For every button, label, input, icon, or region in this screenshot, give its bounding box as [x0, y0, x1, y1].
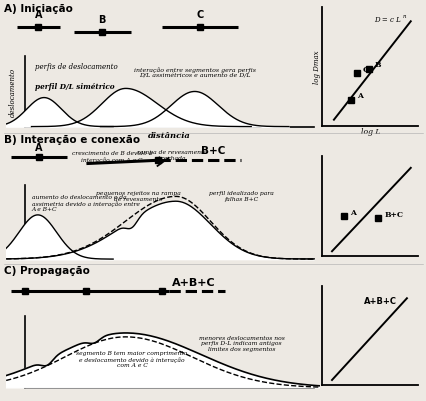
- Text: C) Propagação: C) Propagação: [4, 265, 90, 275]
- Text: A+B+C: A+B+C: [363, 297, 396, 306]
- Text: B+C: B+C: [200, 145, 225, 155]
- Text: rampa de revesamento
brechada: rampa de revesamento brechada: [136, 150, 206, 161]
- Text: segmento B tem maior comprimento
e deslocamento devido à interação
com A e C: segmento B tem maior comprimento e deslo…: [76, 350, 187, 367]
- Text: B+C: B+C: [384, 211, 403, 219]
- Text: menores deslocamentos nos
perfis D-L indicam antigos
limites dos segmentos: menores deslocamentos nos perfis D-L ind…: [199, 335, 284, 351]
- Text: perfil idealizado para
falhas B+C: perfil idealizado para falhas B+C: [209, 190, 273, 201]
- Text: B: B: [373, 61, 380, 69]
- Text: A: A: [349, 209, 355, 217]
- Text: interação entre segmentos gera perfis
D/L assimétricos e aumento de D/L: interação entre segmentos gera perfis D/…: [133, 67, 255, 79]
- Text: A) Iniciação: A) Iniciação: [4, 4, 73, 14]
- Text: perfis de deslocamento: perfis de deslocamento: [35, 63, 117, 71]
- Text: deslocamento: deslocamento: [9, 68, 17, 117]
- Text: n: n: [402, 14, 406, 19]
- Text: perfil D/L simétrico: perfil D/L simétrico: [35, 83, 114, 91]
- Text: A+B+C: A+B+C: [172, 277, 215, 287]
- Text: A: A: [35, 10, 42, 20]
- Y-axis label: log Dmax: log Dmax: [312, 51, 320, 84]
- Text: B: B: [98, 14, 106, 24]
- Text: A: A: [356, 92, 362, 100]
- Text: C: C: [196, 10, 203, 20]
- Text: B) Interação e conexão: B) Interação e conexão: [4, 135, 140, 145]
- X-axis label: log L: log L: [360, 128, 379, 136]
- Text: crescimento de B devido à
interação com A e C: crescimento de B devido à interação com …: [72, 151, 152, 162]
- Text: C: C: [362, 66, 368, 74]
- Text: aumento do deslocamento e da
assimetria devido a interação entre
A e B+C: aumento do deslocamento e da assimetria …: [32, 194, 139, 212]
- Text: distância: distância: [148, 132, 190, 140]
- Text: D = c L: D = c L: [374, 16, 400, 24]
- Text: A: A: [35, 142, 43, 152]
- Text: pequenos rejeitos na rampa
de revesamento: pequenos rejeitos na rampa de revesament…: [95, 190, 180, 201]
